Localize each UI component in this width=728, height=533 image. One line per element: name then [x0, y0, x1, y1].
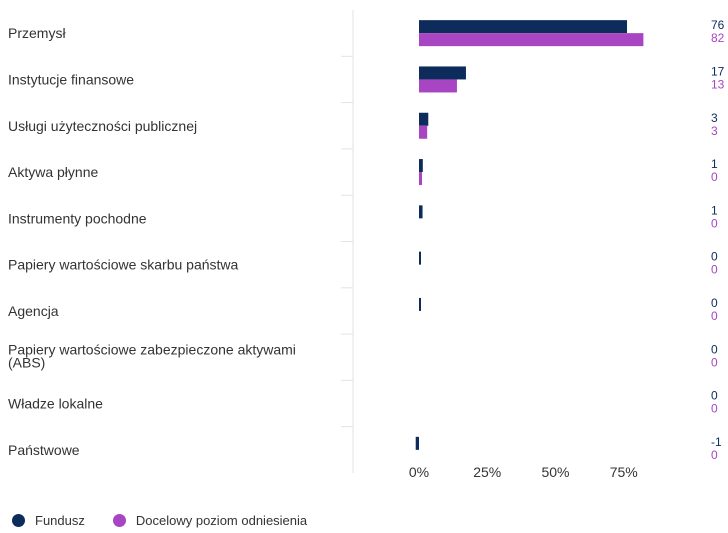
category-label: Państwowe: [8, 442, 80, 458]
value-label-benchmark: 0: [711, 263, 718, 277]
value-label-benchmark: 0: [711, 402, 718, 416]
bar-benchmark[interactable]: [419, 125, 428, 139]
category-label: Instrumenty pochodne: [8, 210, 147, 226]
value-label-benchmark: 0: [711, 216, 718, 230]
category-label: Papiery wartościowe zabezpieczone aktywa…: [8, 341, 296, 370]
bar-fund[interactable]: [419, 159, 423, 173]
bar-fund[interactable]: [415, 436, 419, 450]
x-tick-label: 75%: [610, 464, 638, 480]
category-labels: Przemysł Instytucje finansowe Usługi użyte…: [8, 25, 296, 458]
value-label-fund: 76: [711, 18, 725, 32]
legend: Fundusz Docelowy poziom odniesienia: [12, 513, 335, 528]
value-label-fund: 1: [711, 203, 718, 217]
legend-dot-benchmark: [112, 514, 126, 527]
value-label-benchmark: 0: [711, 448, 718, 462]
value-label-fund: 0: [711, 296, 718, 310]
value-label-fund: -1: [711, 435, 722, 449]
value-label-fund: 0: [711, 250, 718, 264]
x-tick-label: 50%: [541, 464, 569, 480]
value-label-benchmark: 0: [711, 309, 718, 323]
y-axis: [341, 10, 354, 473]
legend-item-benchmark[interactable]: Docelowy poziom odniesienia: [112, 513, 308, 528]
value-label-benchmark: 13: [711, 77, 725, 91]
category-label: Usługi użyteczności publicznej: [8, 118, 197, 134]
category-label: Przemysł: [8, 25, 66, 41]
legend-label-benchmark: Docelowy poziom odniesienia: [135, 513, 308, 528]
x-axis-ticks: 0% 25% 50% 75%: [409, 464, 638, 480]
value-label-benchmark: 0: [711, 170, 718, 184]
bar-chart: Przemysł Instytucje finansowe Usługi użyte…: [8, 10, 725, 480]
category-label: Agencja: [8, 303, 59, 319]
value-label-fund: 17: [711, 64, 725, 78]
x-tick-label: 0%: [409, 464, 429, 480]
value-label-benchmark: 0: [711, 355, 718, 369]
legend-label-fund: Fundusz: [35, 513, 85, 528]
bar-fund[interactable]: [419, 297, 421, 311]
value-label-fund: 3: [711, 111, 718, 125]
category-label: Papiery wartościowe skarbu państwa: [8, 257, 239, 273]
value-label-fund: 0: [711, 389, 718, 403]
category-label: Instytucje finansowe: [8, 71, 134, 87]
value-label-benchmark: 3: [711, 124, 718, 138]
bar-fund[interactable]: [419, 251, 421, 265]
bar-benchmark[interactable]: [419, 172, 423, 186]
bar-fund[interactable]: [419, 205, 423, 219]
bar-fund[interactable]: [419, 20, 628, 34]
legend-dot-fund: [12, 514, 25, 527]
bars: [415, 20, 644, 450]
category-label: Władze lokalne: [8, 396, 103, 412]
bar-benchmark[interactable]: [419, 33, 644, 47]
legend-item-fund[interactable]: Fundusz: [12, 513, 85, 528]
category-label: Aktywa płynne: [8, 164, 98, 180]
value-label-fund: 0: [711, 342, 718, 356]
bar-benchmark[interactable]: [419, 79, 457, 93]
value-label-benchmark: 82: [711, 31, 725, 45]
value-label-fund: 1: [711, 157, 718, 171]
x-tick-label: 25%: [473, 464, 501, 480]
bar-fund[interactable]: [419, 66, 466, 80]
bar-fund[interactable]: [419, 112, 429, 126]
